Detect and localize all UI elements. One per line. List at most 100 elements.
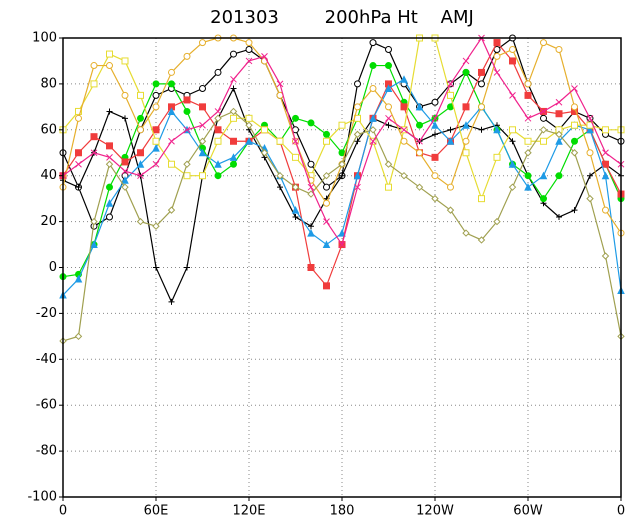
marker — [493, 217, 501, 226]
marker — [152, 222, 160, 230]
marker — [431, 153, 439, 161]
y-tick-label: 60 — [40, 122, 57, 137]
marker — [105, 160, 114, 168]
marker — [214, 137, 222, 145]
x-tick-label: 60E — [144, 504, 169, 519]
marker — [276, 80, 284, 88]
marker — [308, 223, 314, 230]
marker — [524, 91, 532, 99]
marker — [122, 115, 128, 122]
marker — [291, 183, 300, 191]
marker — [184, 264, 190, 271]
marker — [400, 137, 408, 145]
marker — [338, 228, 346, 237]
marker — [555, 98, 563, 106]
marker — [75, 149, 82, 157]
marker — [152, 137, 160, 145]
marker — [245, 57, 253, 65]
marker — [75, 114, 82, 122]
marker — [230, 137, 237, 145]
marker — [121, 158, 129, 166]
marker — [540, 137, 547, 145]
marker — [540, 39, 547, 47]
marker — [571, 103, 578, 111]
marker — [555, 130, 563, 139]
x-tick-label: 0 — [617, 504, 625, 519]
marker — [323, 199, 330, 207]
marker — [524, 114, 532, 122]
marker — [276, 137, 284, 145]
marker — [229, 153, 238, 161]
marker — [493, 153, 501, 161]
marker — [353, 130, 362, 139]
marker — [199, 84, 206, 92]
marker — [571, 207, 578, 214]
marker — [478, 68, 485, 76]
marker — [586, 114, 594, 122]
marker — [137, 126, 144, 134]
marker — [214, 108, 222, 115]
y-tick-label: 0 — [49, 260, 57, 275]
marker — [106, 153, 113, 161]
marker — [400, 103, 408, 111]
marker — [230, 85, 237, 92]
marker — [152, 103, 160, 111]
marker — [447, 183, 454, 191]
marker — [106, 108, 113, 115]
chart-title: 201303 200hPa Ht AMJ — [210, 7, 474, 28]
marker — [75, 107, 82, 115]
marker — [75, 160, 82, 168]
y-tick-label: 100 — [32, 31, 57, 46]
marker — [555, 45, 563, 53]
marker — [540, 114, 547, 122]
marker — [385, 103, 392, 111]
marker — [493, 69, 501, 76]
marker — [432, 131, 438, 138]
marker — [198, 148, 207, 157]
marker — [260, 149, 269, 157]
marker — [524, 149, 532, 157]
marker — [384, 84, 393, 92]
grid — [62, 37, 622, 498]
marker — [292, 214, 299, 221]
y-tick-label: 80 — [40, 76, 57, 91]
marker — [431, 172, 439, 180]
marker — [478, 80, 485, 88]
marker — [229, 107, 238, 116]
marker — [478, 103, 485, 111]
x-tick-label: 180 — [330, 504, 355, 519]
marker — [199, 172, 206, 180]
marker — [291, 206, 300, 214]
marker — [276, 171, 284, 180]
marker — [136, 160, 145, 168]
marker — [323, 183, 330, 191]
plot — [59, 34, 625, 345]
marker — [167, 206, 176, 214]
marker — [447, 126, 454, 133]
x-tick-label: 120E — [232, 504, 265, 519]
marker — [338, 160, 346, 168]
marker — [152, 126, 160, 134]
marker — [277, 184, 283, 191]
marker — [339, 172, 345, 179]
marker — [167, 107, 176, 115]
marker — [586, 149, 594, 157]
x-tick-label: 0 — [59, 504, 67, 519]
marker — [183, 160, 191, 168]
marker — [555, 137, 563, 145]
marker — [121, 91, 129, 99]
marker — [198, 137, 207, 145]
marker — [571, 121, 578, 129]
marker — [106, 62, 113, 70]
y-tick-label: 20 — [40, 214, 57, 229]
marker — [571, 137, 578, 145]
marker — [245, 137, 253, 145]
marker — [571, 85, 578, 92]
marker — [90, 133, 98, 141]
marker — [369, 84, 377, 92]
marker — [152, 80, 160, 88]
marker — [261, 126, 268, 134]
marker — [230, 114, 237, 122]
marker — [230, 160, 237, 168]
marker — [416, 149, 423, 157]
